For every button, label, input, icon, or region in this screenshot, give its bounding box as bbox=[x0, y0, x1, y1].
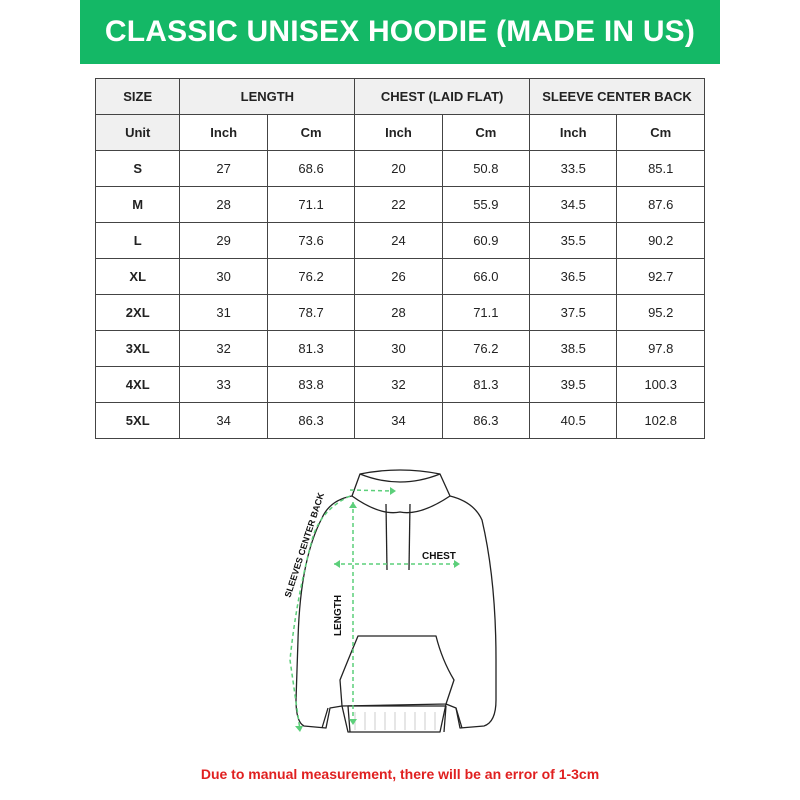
value-cell: 39.5 bbox=[529, 366, 618, 403]
value-cell: 28 bbox=[179, 186, 268, 223]
value-cell: 71.1 bbox=[441, 294, 531, 331]
value-cell: 66.0 bbox=[441, 258, 531, 295]
size-cell: L bbox=[94, 222, 181, 259]
value-cell: 78.7 bbox=[266, 294, 356, 331]
value-cell: 68.6 bbox=[266, 150, 356, 187]
header-row: SIZE LENGTH CHEST (LAID FLAT) SLEEVE CEN… bbox=[94, 78, 705, 115]
value-cell: 31 bbox=[179, 294, 268, 331]
value-cell: 28 bbox=[354, 294, 443, 331]
size-cell: 3XL bbox=[94, 330, 181, 367]
value-cell: 86.3 bbox=[441, 402, 531, 439]
table-row: M 28 71.1 22 55.9 34.5 87.6 bbox=[94, 186, 705, 223]
value-cell: 71.1 bbox=[266, 186, 356, 223]
value-cell: 36.5 bbox=[529, 258, 618, 295]
value-cell: 26 bbox=[354, 258, 443, 295]
value-cell: 30 bbox=[179, 258, 268, 295]
chest-label: CHEST bbox=[422, 551, 456, 562]
value-cell: 83.8 bbox=[266, 366, 356, 403]
page-title: CLASSIC UNISEX HOODIE (MADE IN US) bbox=[104, 15, 696, 48]
value-cell: 55.9 bbox=[441, 186, 531, 223]
value-cell: 33 bbox=[179, 366, 268, 403]
value-cell: 37.5 bbox=[529, 294, 618, 331]
table-row: XL 30 76.2 26 66.0 36.5 92.7 bbox=[94, 258, 705, 295]
table-row: 3XL 32 81.3 30 76.2 38.5 97.8 bbox=[94, 330, 705, 367]
length-label: LENGTH bbox=[333, 594, 345, 637]
value-cell: 24 bbox=[354, 222, 443, 259]
size-cell: 4XL bbox=[94, 366, 181, 403]
value-cell: 60.9 bbox=[441, 222, 531, 259]
value-cell: 87.6 bbox=[616, 186, 705, 223]
value-cell: 95.2 bbox=[616, 294, 705, 331]
header-size: SIZE bbox=[94, 78, 181, 115]
value-cell: 97.8 bbox=[616, 330, 705, 367]
unit-cell: Cm bbox=[266, 114, 356, 151]
value-cell: 35.5 bbox=[529, 222, 618, 259]
value-cell: 34 bbox=[354, 402, 443, 439]
value-cell: 40.5 bbox=[529, 402, 618, 439]
header-chest: CHEST (LAID FLAT) bbox=[354, 78, 531, 115]
value-cell: 34 bbox=[179, 402, 268, 439]
title-banner: CLASSIC UNISEX HOODIE (MADE IN US) bbox=[80, 0, 720, 64]
value-cell: 20 bbox=[354, 150, 443, 187]
hoodie-diagram: CHEST LENGTH SLEEVES CENTER BACK bbox=[260, 460, 540, 760]
unit-row: Unit Inch Cm Inch Cm Inch Cm bbox=[94, 114, 705, 151]
value-cell: 86.3 bbox=[266, 402, 356, 439]
header-sleeve: SLEEVE CENTER BACK bbox=[529, 78, 705, 115]
value-cell: 32 bbox=[179, 330, 268, 367]
measurement-note: Due to manual measurement, there will be… bbox=[200, 766, 600, 782]
value-cell: 73.6 bbox=[266, 222, 356, 259]
unit-cell: Inch bbox=[354, 114, 443, 151]
value-cell: 32 bbox=[354, 366, 443, 403]
size-cell: S bbox=[94, 150, 181, 187]
value-cell: 34.5 bbox=[529, 186, 618, 223]
unit-cell: Cm bbox=[441, 114, 531, 151]
value-cell: 38.5 bbox=[529, 330, 618, 367]
value-cell: 100.3 bbox=[616, 366, 705, 403]
value-cell: 85.1 bbox=[616, 150, 705, 187]
value-cell: 22 bbox=[354, 186, 443, 223]
value-cell: 92.7 bbox=[616, 258, 705, 295]
unit-cell: Unit bbox=[94, 114, 181, 151]
size-cell: XL bbox=[94, 258, 181, 295]
value-cell: 81.3 bbox=[266, 330, 356, 367]
table-row: S 27 68.6 20 50.8 33.5 85.1 bbox=[94, 150, 705, 187]
value-cell: 102.8 bbox=[616, 402, 705, 439]
value-cell: 50.8 bbox=[441, 150, 531, 187]
value-cell: 27 bbox=[179, 150, 268, 187]
value-cell: 81.3 bbox=[441, 366, 531, 403]
value-cell: 30 bbox=[354, 330, 443, 367]
value-cell: 90.2 bbox=[616, 222, 705, 259]
value-cell: 33.5 bbox=[529, 150, 618, 187]
table-row: 4XL 33 83.8 32 81.3 39.5 100.3 bbox=[94, 366, 705, 403]
size-table: SIZE LENGTH CHEST (LAID FLAT) SLEEVE CEN… bbox=[94, 78, 705, 439]
size-cell: 5XL bbox=[94, 402, 181, 439]
header-length: LENGTH bbox=[179, 78, 356, 115]
unit-cell: Inch bbox=[529, 114, 618, 151]
table-row: L 29 73.6 24 60.9 35.5 90.2 bbox=[94, 222, 705, 259]
size-cell: 2XL bbox=[94, 294, 181, 331]
size-cell: M bbox=[94, 186, 181, 223]
value-cell: 76.2 bbox=[266, 258, 356, 295]
value-cell: 76.2 bbox=[441, 330, 531, 367]
unit-cell: Inch bbox=[179, 114, 268, 151]
unit-cell: Cm bbox=[616, 114, 705, 151]
hoodie-illustration bbox=[289, 469, 497, 733]
table-row: 2XL 31 78.7 28 71.1 37.5 95.2 bbox=[94, 294, 705, 331]
value-cell: 29 bbox=[179, 222, 268, 259]
table-row: 5XL 34 86.3 34 86.3 40.5 102.8 bbox=[94, 402, 705, 439]
